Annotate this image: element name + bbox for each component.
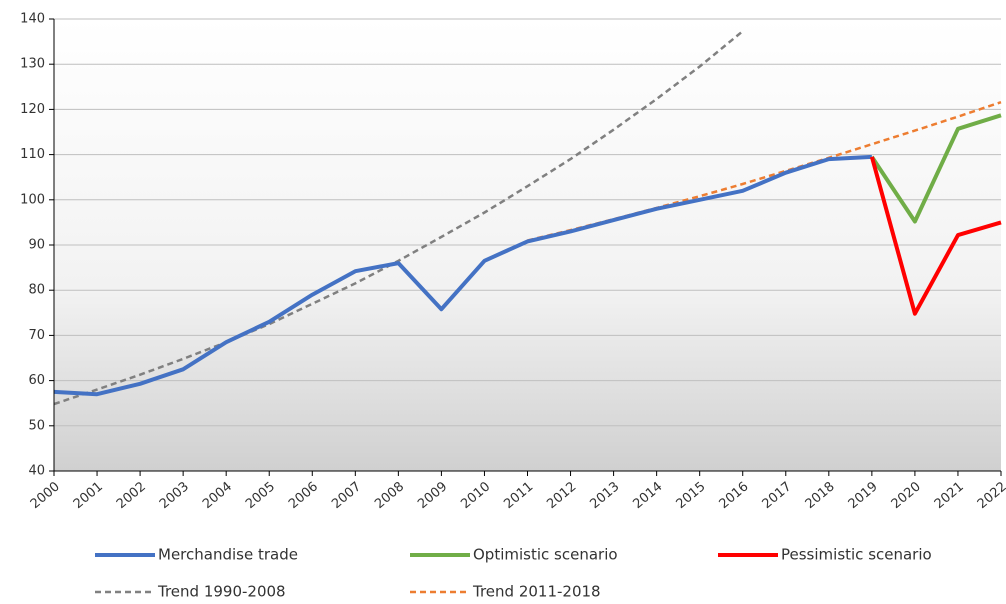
x-tick-label: 2019 (846, 479, 881, 512)
x-tick-label: 2002 (114, 479, 149, 512)
x-tick-label: 2008 (372, 479, 407, 512)
y-tick-label: 130 (20, 57, 45, 72)
y-tick-label: 70 (28, 328, 45, 343)
y-tick-label: 140 (20, 12, 45, 27)
series-line (870, 113, 1002, 224)
y-tick-label: 40 (28, 464, 45, 479)
y-tick-label: 90 (28, 238, 45, 253)
x-tick-label: 2003 (157, 479, 192, 512)
legend-label: Optimistic scenario (473, 546, 618, 564)
y-tick-label: 80 (28, 283, 45, 298)
y-tick-label: 60 (28, 373, 45, 388)
x-tick-label: 2020 (889, 479, 924, 512)
x-tick-label: 2022 (975, 479, 1006, 512)
x-tick-label: 2017 (760, 479, 795, 512)
legend-label: Trend 2011-2018 (472, 583, 601, 601)
x-tick-label: 2004 (200, 479, 235, 512)
x-tick-label: 2006 (286, 479, 321, 512)
series-line (869, 156, 1002, 316)
x-tick-label: 2011 (501, 479, 536, 512)
x-tick-label: 2012 (544, 479, 579, 512)
y-tick-label: 120 (20, 102, 45, 117)
x-tick-label: 2016 (717, 479, 752, 512)
series-line (53, 30, 744, 406)
x-tick-label: 2015 (674, 479, 709, 512)
x-tick-label: 2021 (932, 479, 967, 512)
x-tick-label: 2010 (458, 479, 493, 512)
x-tick-label: 2009 (415, 479, 450, 512)
x-tick-label: 2018 (803, 479, 838, 512)
legend-label: Trend 1990-2008 (157, 583, 286, 601)
x-tick-label: 2014 (630, 479, 665, 512)
y-tick-label: 50 (28, 418, 45, 433)
x-tick-label: 2000 (28, 479, 63, 512)
legend-label: Merchandise trade (158, 546, 298, 564)
legend-label: Pessimistic scenario (781, 546, 932, 564)
y-tick-label: 110 (20, 147, 45, 162)
x-tick-label: 2013 (587, 479, 622, 512)
y-tick-label: 100 (20, 192, 45, 207)
x-tick-label: 2007 (329, 479, 364, 512)
x-tick-label: 2005 (243, 479, 278, 512)
x-tick-label: 2001 (71, 479, 106, 512)
series-line (53, 154, 873, 397)
